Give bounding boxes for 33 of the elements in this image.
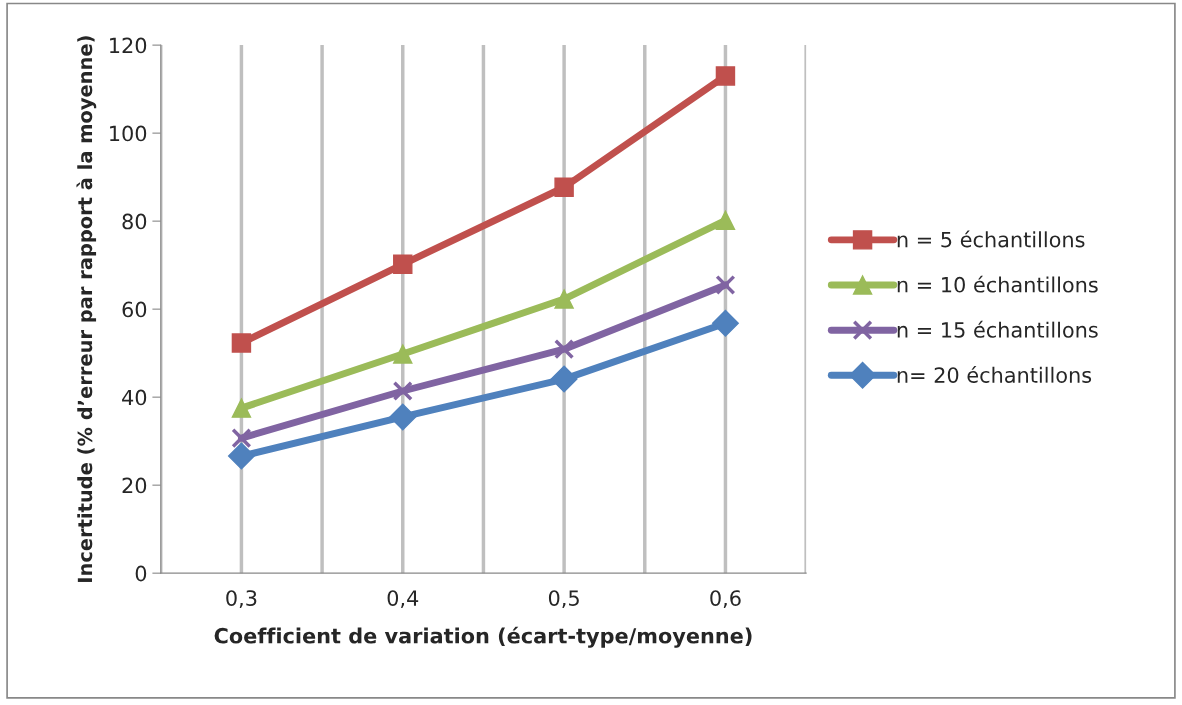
point xyxy=(550,365,578,393)
point xyxy=(389,403,417,431)
legend-label: n= 20 échantillons xyxy=(897,365,1092,383)
y-tick-label: 100 xyxy=(110,125,147,142)
x-tick-label: 0,4 xyxy=(387,590,419,609)
y-tick-label: 120 xyxy=(110,37,147,54)
point xyxy=(554,289,574,309)
point xyxy=(231,333,252,353)
point xyxy=(554,339,575,360)
y-axis-title: Incertitude (% d’erreur par rapport à la moyenne) xyxy=(76,36,97,582)
y-tick-label: 20 xyxy=(122,477,147,494)
x-tick-label: 0,6 xyxy=(710,590,741,609)
point xyxy=(554,177,574,197)
point xyxy=(227,442,255,470)
point xyxy=(393,254,413,274)
point xyxy=(715,66,736,86)
point xyxy=(715,274,736,296)
legend-label: n = 5 échantillons xyxy=(897,230,1085,248)
point xyxy=(393,344,413,364)
x-axis-title: Coefficient de variation (écart-type/moyenne) xyxy=(214,626,752,648)
point xyxy=(715,210,736,230)
y-tick-label: 40 xyxy=(122,389,147,406)
y-tick-label: 60 xyxy=(122,301,147,318)
point xyxy=(231,398,252,418)
point xyxy=(392,380,413,402)
point xyxy=(711,309,739,337)
legend-label: n = 10 échantillons xyxy=(897,275,1098,293)
y-tick-label: 0 xyxy=(135,565,147,582)
x-tick-label: 0,3 xyxy=(226,590,257,609)
x-tick-label: 0,5 xyxy=(548,590,579,609)
point xyxy=(231,428,252,449)
y-tick-label: 80 xyxy=(122,213,147,230)
legend-label: n = 15 échantillons xyxy=(897,320,1098,338)
